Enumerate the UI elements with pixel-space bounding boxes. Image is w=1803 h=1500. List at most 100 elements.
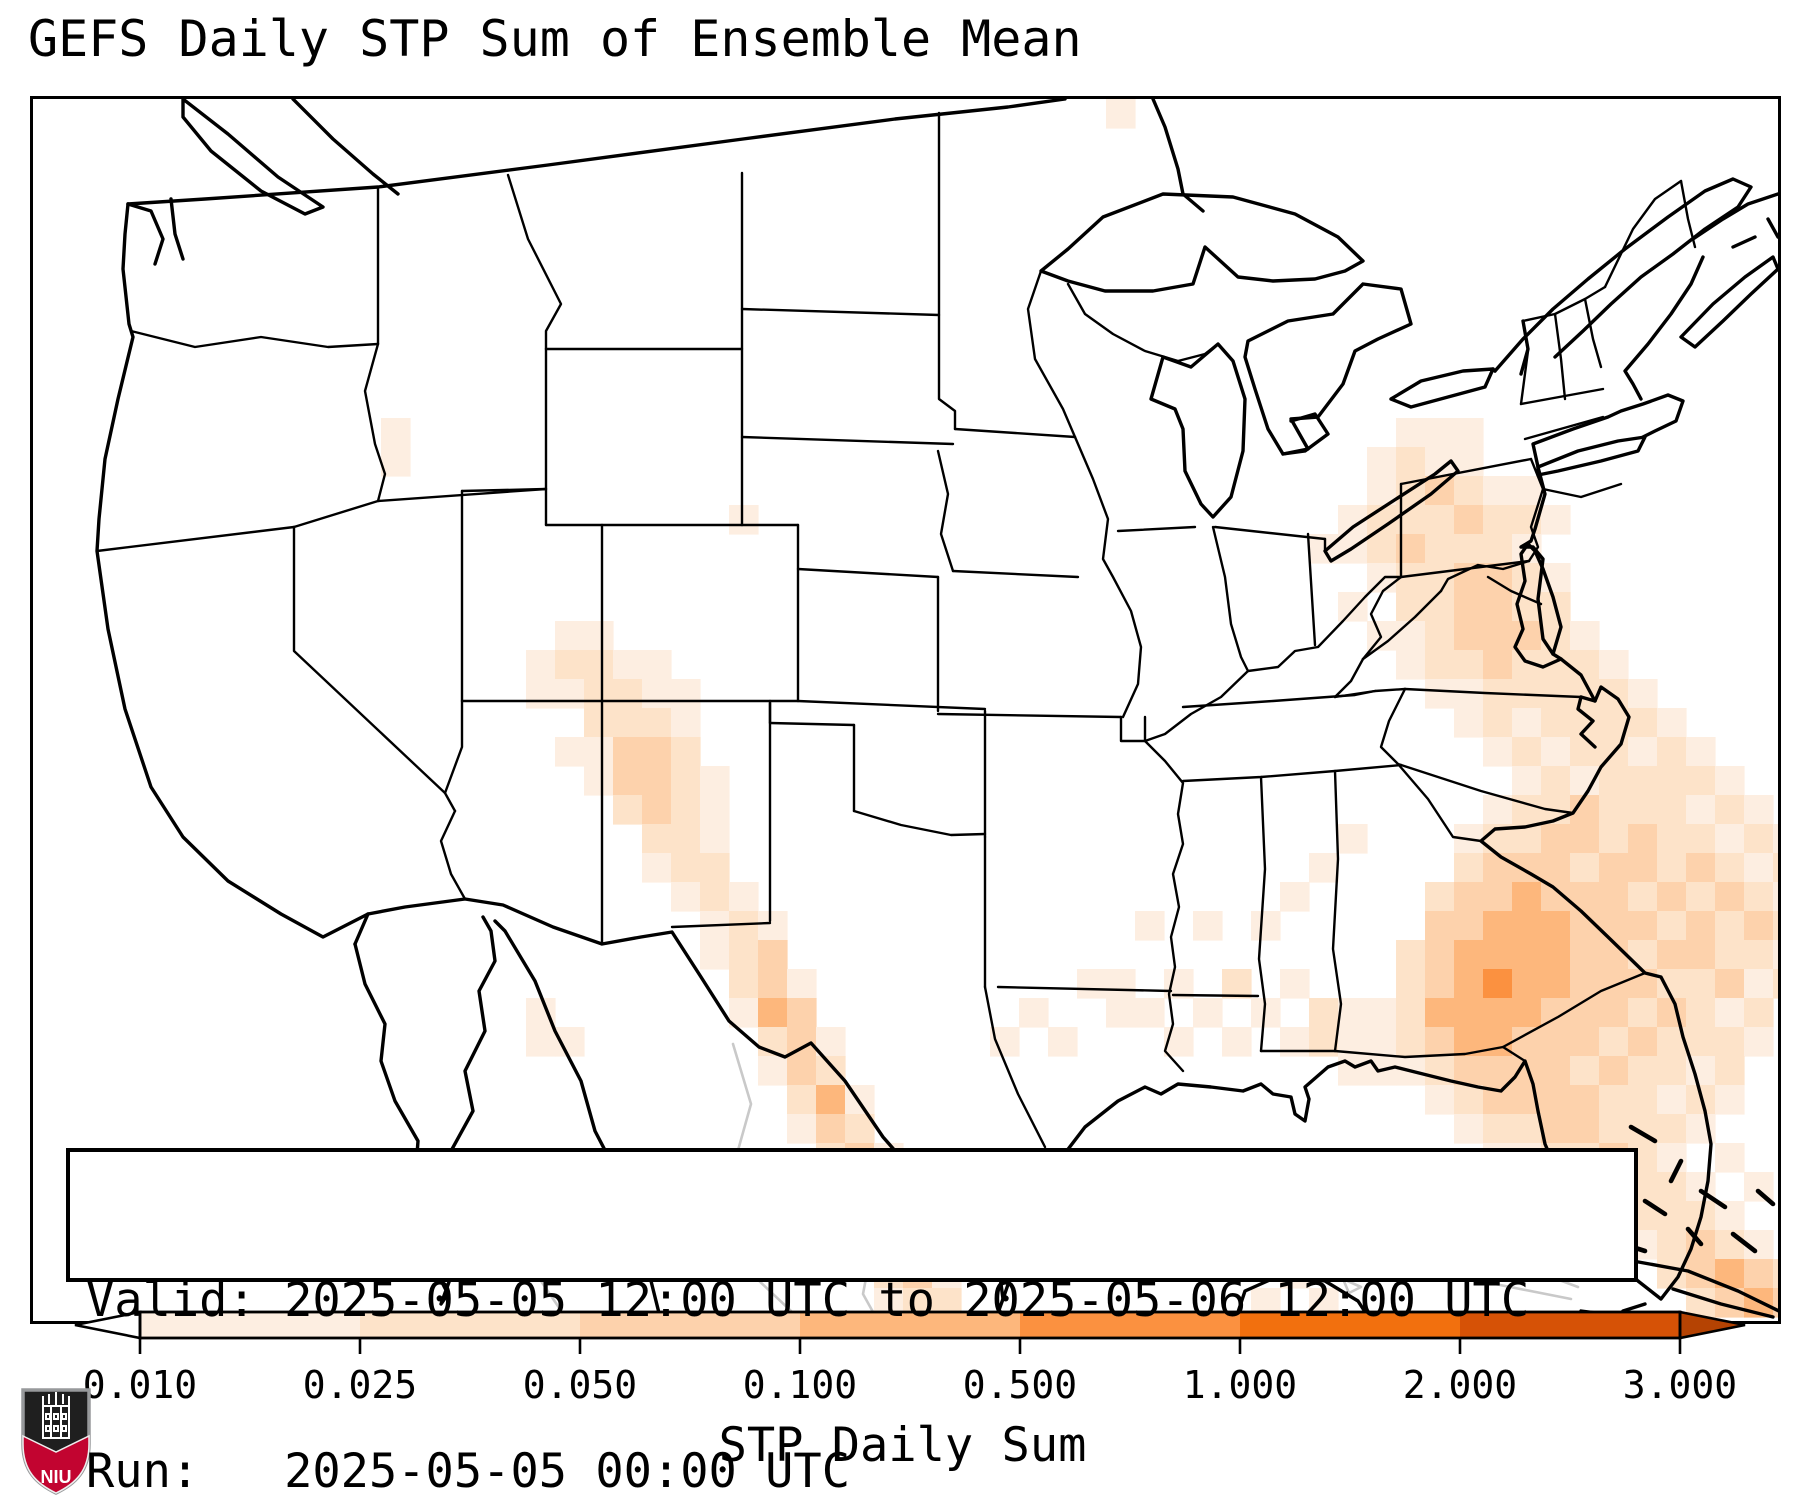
heatmap-cell [1425, 1027, 1455, 1057]
heatmap-cell [1570, 737, 1600, 767]
heatmap-cell [1106, 998, 1136, 1028]
colorbar-tick-label: 0.050 [523, 1363, 637, 1407]
heatmap-cell [1599, 1114, 1629, 1144]
heatmap-cell [1454, 1056, 1484, 1086]
colorbar-tick-label: 0.010 [83, 1363, 197, 1407]
heatmap-cell [671, 795, 701, 825]
heatmap-cell [700, 853, 730, 883]
heatmap-cell [1715, 911, 1745, 941]
heatmap-cell [1657, 940, 1687, 970]
heatmap-cell [1396, 969, 1426, 999]
heatmap-cell [613, 650, 643, 680]
heatmap-cell [1541, 1056, 1571, 1086]
heatmap-cell [671, 708, 701, 738]
heatmap-cell [642, 650, 672, 680]
heatmap-cell [1106, 99, 1136, 129]
heatmap-cell [1686, 766, 1716, 796]
heatmap-cell [1657, 1056, 1687, 1086]
heatmap-cell [1657, 911, 1687, 941]
colorbar-over-arrow [1678, 1310, 1746, 1340]
heatmap-cell [1425, 911, 1455, 941]
heatmap-cell [1135, 998, 1165, 1028]
heatmap-cell [1773, 824, 1778, 854]
heatmap-cell [1512, 911, 1542, 941]
heatmap-cell [1483, 882, 1513, 912]
state-borders [95, 111, 1697, 1149]
heatmap-cell [1773, 940, 1778, 970]
heatmap-cell [642, 795, 672, 825]
heatmap-cell [1715, 824, 1745, 854]
heatmap-cell [642, 737, 672, 767]
heatmap-cell [1686, 882, 1716, 912]
heatmap-cell [1483, 1027, 1513, 1057]
heatmap-cell [642, 708, 672, 738]
heatmap-cell [1483, 795, 1513, 825]
heatmap-cell [1744, 1259, 1774, 1289]
heatmap-cell [1715, 795, 1745, 825]
colorbar-segment [1020, 1312, 1240, 1338]
heatmap-cell [613, 766, 643, 796]
heatmap-cell [1454, 1085, 1484, 1115]
heatmap-cell [1599, 679, 1629, 709]
heatmap-cell [1483, 650, 1513, 680]
colorbar-segment [140, 1312, 360, 1338]
page-title: GEFS Daily STP Sum of Ensemble Mean [28, 10, 1082, 68]
heatmap-cell [1773, 911, 1778, 941]
heatmap-cell [1048, 1027, 1078, 1057]
heatmap-cell [1657, 737, 1687, 767]
heatmap-cell [1773, 853, 1778, 883]
heatmap-cell [642, 679, 672, 709]
heatmap-cell [700, 940, 730, 970]
heatmap-cell [1686, 737, 1716, 767]
heatmap-cell [729, 940, 759, 970]
heatmap-cell [1715, 940, 1745, 970]
heatmap-cell [1367, 534, 1397, 564]
heatmap-cell [1599, 650, 1629, 680]
heatmap-cell [1512, 766, 1542, 796]
heatmap-cell [1570, 940, 1600, 970]
heatmap-cell [1686, 824, 1716, 854]
heatmap-cell [1483, 592, 1513, 622]
heatmap-cell [1367, 998, 1397, 1028]
heatmap-cell [1657, 969, 1687, 999]
heatmap-cell [1425, 998, 1455, 1028]
heatmap-cell [1454, 650, 1484, 680]
heatmap-cell [1657, 766, 1687, 796]
heatmap-cell [671, 737, 701, 767]
heatmap-cell [1367, 1027, 1397, 1057]
heatmap-cell [1425, 505, 1455, 535]
heatmap-cell [1570, 1085, 1600, 1115]
heatmap-cell [1657, 1201, 1687, 1231]
heatmap-cell [1425, 679, 1455, 709]
heatmap-cell [1744, 795, 1774, 825]
heatmap-cell [1773, 882, 1778, 912]
heatmap-cell [613, 679, 643, 709]
heatmap-cell [1396, 447, 1426, 477]
heatmap-cell [1570, 1114, 1600, 1144]
heatmap-cell [1541, 708, 1571, 738]
heatmap-cell [1425, 476, 1455, 506]
bahamas-islands [1620, 1124, 1776, 1254]
heatmap-cell [1628, 853, 1658, 883]
heatmap-cell [1512, 998, 1542, 1028]
heatmap-cell [1512, 940, 1542, 970]
heatmap-cell [671, 882, 701, 912]
heatmap-cell [1657, 1114, 1687, 1144]
heatmap-cell [1512, 1027, 1542, 1057]
heatmap-cell [1744, 969, 1774, 999]
heatmap-cell [1599, 969, 1629, 999]
heatmap-cell [1483, 1056, 1513, 1086]
heatmap-cell [700, 882, 730, 912]
colorbar-tick-label: 0.025 [303, 1363, 417, 1407]
heatmap-cell [1657, 882, 1687, 912]
colorbar-tick-label: 0.500 [963, 1363, 1077, 1407]
heatmap-cell [1657, 853, 1687, 883]
heatmap-cell [1715, 1143, 1745, 1173]
heatmap-cell [613, 737, 643, 767]
heatmap-cell [1686, 1027, 1716, 1057]
colorbar-tick-label: 0.100 [743, 1363, 857, 1407]
heatmap-cell [1686, 911, 1716, 941]
heatmap-cell [1483, 737, 1513, 767]
heatmap-cell [1135, 911, 1165, 941]
heatmap-cell [1628, 1027, 1658, 1057]
